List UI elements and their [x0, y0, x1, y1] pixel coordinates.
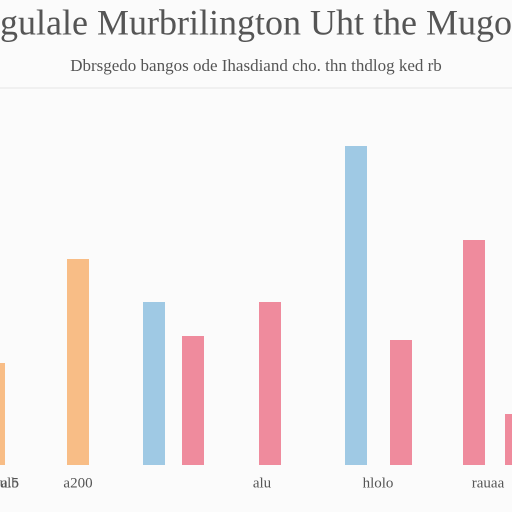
x-tick-label: rauaa [472, 475, 505, 491]
bar [345, 146, 367, 465]
x-tick-label: a.5 [1, 475, 19, 491]
bar [182, 336, 204, 465]
x-tick-label: a200 [63, 475, 92, 491]
x-tick-label: ahlulb [0, 475, 19, 491]
bar [390, 340, 412, 465]
bar [67, 259, 89, 465]
bar [143, 302, 165, 465]
bar [0, 363, 5, 465]
bar [463, 240, 485, 465]
x-tick-label: hlolo [363, 475, 394, 491]
x-tick-label: alu [253, 475, 272, 491]
chart-subtitle: Dbrsgedo bangos ode Ihasdiand cho. thn t… [70, 56, 442, 75]
bar [259, 302, 281, 465]
bar [505, 414, 512, 465]
chart-title: gulale Murbrilington Uht the Mugo [0, 2, 512, 42]
